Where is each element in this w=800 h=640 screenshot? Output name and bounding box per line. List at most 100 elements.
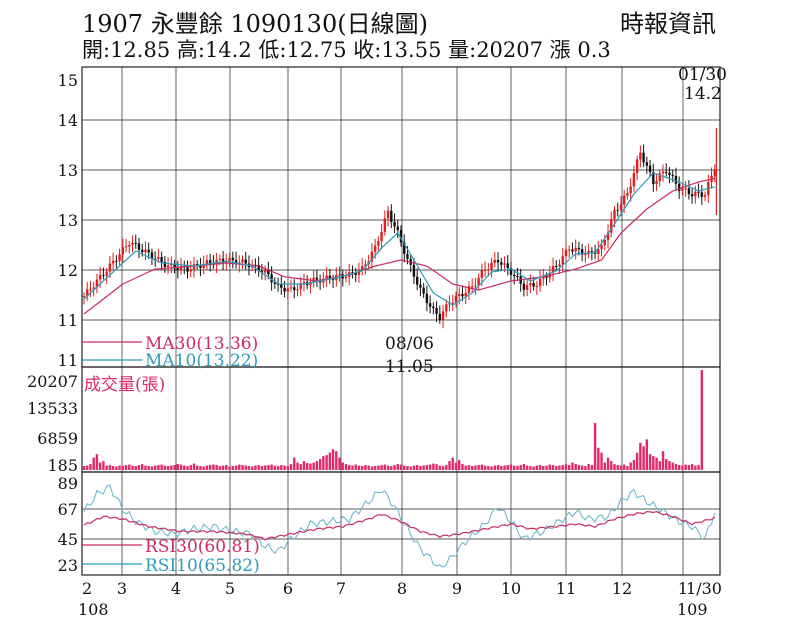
candle-body — [344, 277, 348, 279]
candle-body — [506, 263, 509, 268]
volume-bar — [118, 465, 121, 470]
candle-body — [558, 264, 561, 267]
volume-bar — [263, 465, 267, 470]
candle-body — [629, 186, 632, 194]
candle-body — [713, 169, 716, 176]
candle-body — [270, 274, 273, 283]
volume-bar — [677, 465, 681, 470]
candle-body — [477, 277, 480, 286]
candle-body — [241, 259, 244, 263]
candle-body — [613, 209, 616, 220]
volume-bar — [273, 465, 277, 470]
candle-body — [474, 285, 477, 287]
volume-bar — [645, 439, 649, 470]
candle-body — [480, 270, 484, 278]
candle-body — [141, 249, 144, 253]
candle-body — [700, 192, 704, 197]
candle-body — [551, 266, 555, 273]
candle-body — [121, 247, 125, 255]
volume-bar — [467, 465, 471, 470]
volume-bar — [315, 461, 319, 470]
volume-bar — [289, 464, 293, 470]
volume-bar — [425, 465, 429, 470]
candle-body — [697, 191, 700, 193]
volume-bar — [163, 465, 167, 470]
candle-body — [610, 219, 613, 233]
candle-body — [383, 218, 387, 232]
candle-body — [684, 188, 687, 190]
volume-y-tick: 185 — [47, 456, 78, 475]
volume-bar — [276, 466, 280, 470]
candle-body — [428, 303, 432, 307]
volume-bar — [522, 464, 526, 470]
candle-body — [205, 260, 209, 264]
candle-body — [648, 165, 652, 173]
candle-body — [331, 279, 335, 281]
candle-body — [280, 284, 283, 288]
volume-bar — [153, 465, 157, 470]
volume-bar — [131, 465, 134, 470]
volume-bar — [344, 464, 348, 470]
candle-body — [535, 286, 539, 288]
candle-body — [102, 274, 105, 276]
volume-bar — [671, 462, 674, 470]
volume-bar — [545, 465, 548, 470]
candle-body — [231, 257, 234, 261]
volume-bar — [461, 464, 464, 470]
candle-body — [529, 282, 532, 286]
volume-bar — [102, 461, 105, 470]
volume-bar — [111, 466, 115, 470]
candle-body — [315, 277, 319, 280]
last-high-annotation: 14.2 — [684, 84, 722, 104]
volume-bar — [441, 466, 445, 470]
candle-body — [293, 287, 296, 291]
candle-body — [364, 264, 367, 267]
volume-bar — [244, 465, 247, 470]
volume-bar — [438, 465, 442, 470]
volume-bar — [622, 464, 626, 470]
volume-bar — [613, 464, 616, 470]
candle-body — [373, 245, 377, 252]
candle-body — [176, 268, 180, 270]
volume-label: 成交量(張) — [84, 375, 165, 395]
candle-body — [703, 194, 707, 197]
candle-body — [208, 260, 212, 264]
volume-bar — [470, 466, 474, 470]
candle-body — [128, 244, 131, 247]
candle-body — [380, 231, 383, 242]
volume-bar — [166, 466, 170, 470]
candle-body — [415, 276, 419, 285]
candle-body — [377, 241, 380, 246]
volume-bar — [496, 465, 500, 470]
candle-body — [454, 296, 458, 303]
volume-bar — [597, 447, 600, 470]
ma10-line — [83, 172, 715, 306]
volume-bar — [509, 464, 513, 470]
candle-body — [500, 262, 503, 265]
volume-y-tick: 13533 — [27, 399, 78, 418]
candle-body — [412, 264, 416, 277]
candle-body — [390, 210, 393, 222]
candle-body — [461, 294, 464, 297]
low-value-annotation: 11.05 — [385, 357, 434, 377]
volume-bar — [681, 465, 684, 470]
price-y-tick: 13 — [58, 161, 78, 180]
volume-bar — [92, 457, 95, 470]
x-tick-label: 2 — [82, 579, 92, 598]
volume-bar — [160, 464, 163, 470]
volume-bar — [305, 463, 309, 470]
rsi-y-tick: 89 — [58, 474, 78, 493]
candle-body — [538, 278, 542, 287]
volume-bar — [286, 466, 289, 470]
candle-body — [199, 265, 202, 268]
volume-bar — [399, 464, 403, 470]
candle-body — [163, 261, 167, 267]
candle-body — [619, 204, 623, 210]
candle-body — [160, 257, 163, 262]
candle-body — [179, 265, 183, 270]
volume-bar — [561, 465, 564, 470]
candle-body — [386, 210, 390, 219]
candle-body — [312, 277, 315, 283]
volume-bar — [338, 457, 341, 470]
volume-bar — [668, 461, 671, 470]
